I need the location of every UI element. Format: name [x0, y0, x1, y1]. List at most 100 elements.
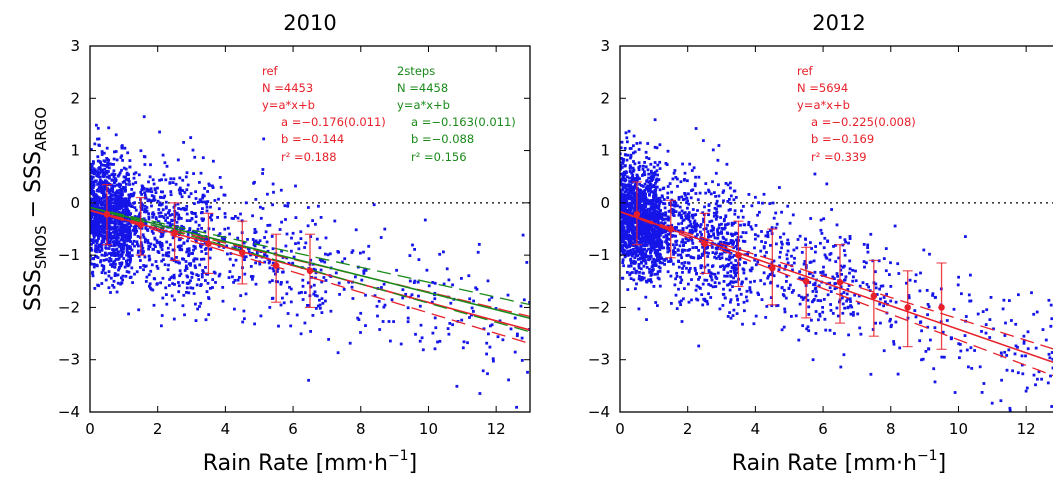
scatter-point	[656, 251, 660, 255]
scatter-point	[390, 298, 394, 302]
scatter-point	[683, 178, 686, 181]
scatter-point	[967, 365, 970, 369]
scatter-point	[714, 217, 718, 221]
scatter-point	[239, 294, 243, 297]
scatter-point	[177, 188, 181, 192]
scatter-point	[95, 173, 98, 177]
scatter-point	[629, 195, 633, 198]
scatter-point	[109, 231, 113, 235]
scatter-point	[254, 239, 258, 243]
scatter-point	[159, 235, 163, 239]
scatter-point	[889, 317, 892, 321]
scatter-point	[767, 274, 770, 278]
scatter-point	[628, 164, 632, 168]
scatter-point	[255, 241, 259, 245]
binned-mean-point	[701, 240, 708, 247]
scatter-point	[410, 293, 414, 297]
scatter-point	[680, 299, 683, 303]
scatter-point	[93, 287, 97, 290]
scatter-point	[848, 271, 851, 275]
scatter-point	[656, 276, 660, 280]
scatter-point	[686, 239, 690, 243]
scatter-point	[625, 196, 629, 200]
scatter-point	[259, 314, 263, 318]
scatter-point	[713, 272, 717, 276]
scatter-point	[626, 175, 629, 179]
scatter-point	[807, 329, 811, 333]
scatter-point	[749, 290, 753, 294]
scatter-point	[217, 197, 220, 201]
scatter-point	[91, 230, 95, 234]
scatter-point	[127, 233, 131, 237]
scatter-point	[792, 261, 796, 265]
stats-2steps-line: r² =0.156	[411, 150, 467, 164]
scatter-point	[713, 255, 716, 259]
scatter-point	[840, 273, 843, 276]
scatter-point	[99, 260, 102, 264]
scatter-point	[467, 274, 471, 278]
scatter-point	[166, 246, 170, 250]
scatter-point	[843, 278, 847, 282]
scatter-point	[729, 270, 733, 273]
scatter-point	[820, 232, 824, 235]
scatter-point	[620, 229, 623, 233]
scatter-point	[111, 284, 114, 287]
scatter-point	[1022, 341, 1026, 345]
scatter-point	[644, 252, 647, 256]
scatter-point	[729, 194, 733, 198]
scatter-point	[822, 246, 826, 250]
scatter-point	[123, 146, 127, 150]
scatter-point	[179, 217, 183, 220]
scatter-point	[112, 249, 115, 253]
scatter-point	[96, 204, 99, 208]
scatter-point	[134, 171, 138, 175]
scatter-point	[187, 252, 191, 256]
scatter-point	[96, 159, 100, 163]
scatter-point	[122, 241, 126, 245]
scatter-point	[661, 261, 664, 265]
scatter-point	[735, 238, 738, 242]
scatter-point	[639, 246, 643, 250]
scatter-point	[112, 285, 116, 289]
scatter-point	[1010, 319, 1013, 322]
scatter-point	[632, 259, 636, 263]
scatter-point	[113, 173, 117, 176]
scatter-point	[857, 294, 861, 298]
scatter-point	[635, 269, 639, 273]
scatter-point	[653, 118, 657, 122]
scatter-point	[644, 211, 648, 214]
scatter-point	[657, 233, 660, 236]
scatter-point	[630, 241, 633, 244]
scatter-point	[774, 211, 778, 215]
scatter-point	[120, 226, 124, 230]
scatter-point	[195, 273, 199, 277]
scatter-point	[654, 179, 658, 182]
scatter-point	[359, 331, 362, 334]
scatter-point	[125, 208, 128, 212]
scatter-point	[805, 327, 809, 331]
scatter-point	[164, 200, 168, 204]
scatter-point	[766, 233, 770, 237]
scatter-point	[862, 243, 866, 246]
scatter-point	[669, 259, 673, 263]
scatter-point	[186, 275, 190, 279]
scatter-point	[769, 229, 772, 232]
scatter-point	[347, 280, 351, 284]
scatter-point	[140, 252, 144, 256]
scatter-point	[107, 170, 110, 173]
scatter-point	[718, 223, 721, 227]
scatter-point	[829, 303, 832, 306]
scatter-point	[173, 298, 176, 302]
scatter-point	[907, 294, 911, 297]
scatter-point	[715, 207, 718, 211]
scatter-point	[179, 227, 182, 231]
scatter-point	[115, 206, 119, 210]
scatter-point	[318, 258, 322, 261]
scatter-point	[824, 328, 828, 332]
scatter-point	[116, 273, 120, 277]
scatter-point	[646, 201, 650, 205]
scatter-point	[628, 211, 631, 215]
scatter-point	[319, 216, 323, 219]
scatter-point	[656, 173, 659, 177]
scatter-point	[639, 196, 642, 200]
